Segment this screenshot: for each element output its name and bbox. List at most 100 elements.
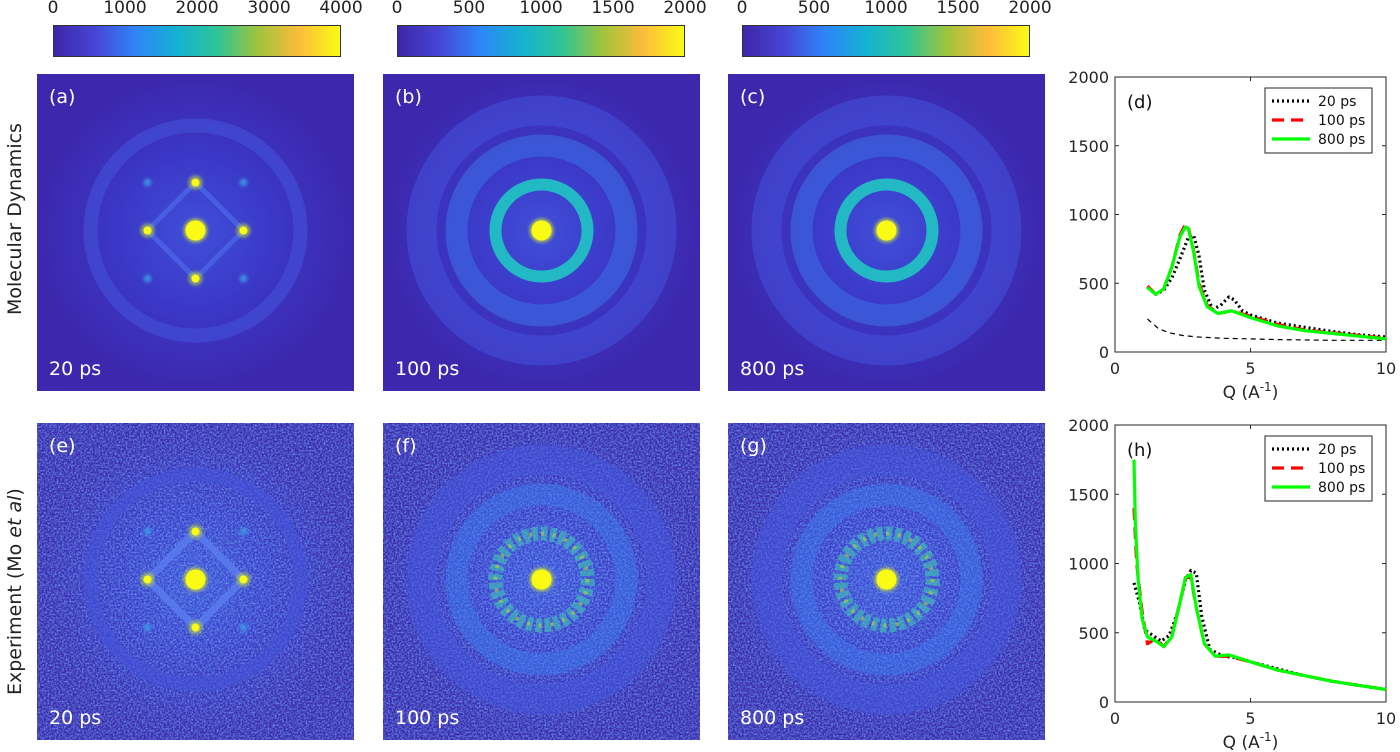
diffraction-image: (a) 20 ps <box>37 74 354 391</box>
y-tick-label: 1500 <box>1068 137 1109 156</box>
panel-label: (b) <box>395 86 422 108</box>
series-line <box>1147 318 1386 341</box>
row-label-experiment: Experiment (Mo et al) <box>4 488 26 695</box>
x-tick-label: 10 <box>1376 359 1396 378</box>
colorbar-tick-label: 0 <box>47 0 59 18</box>
legend-entry: 100 ps <box>1318 113 1365 129</box>
colorbar-tick-label: 1000 <box>519 0 563 18</box>
liquid-ring-highlight <box>838 531 935 628</box>
colorbar-tick-label: 2000 <box>175 0 219 18</box>
row-label-experiment-text: Experiment (Mo <box>4 537 26 695</box>
line-chart: 0 500 1000 1500 2000 0 5 10 Q (A-1) (d) 20 ps 100 p… <box>1068 68 1396 403</box>
central-beam <box>185 569 206 590</box>
colorbar-tick-label: 1500 <box>591 0 635 18</box>
colorbar-tick-label: 2000 <box>1008 0 1052 18</box>
colorbar-tick-label: 3000 <box>247 0 291 18</box>
colorbar <box>742 25 1030 57</box>
panel-label: (c) <box>740 86 766 108</box>
y-tick-label: 2000 <box>1068 416 1109 435</box>
bragg-spot <box>191 527 200 536</box>
x-axis-label-superscript: -1 <box>1260 380 1272 394</box>
row-label-experiment-end: ) <box>4 488 26 496</box>
x-axis-label-end: ) <box>1272 383 1279 403</box>
legend-entry: 100 ps <box>1318 461 1365 477</box>
line-chart: 0 500 1000 1500 2000 0 5 10 Q (A-1) (h) 20 ps 100 p… <box>1068 416 1396 752</box>
diffraction-pattern <box>383 74 700 391</box>
x-tick-label: 5 <box>1245 359 1255 378</box>
time-label: 20 ps <box>49 358 102 380</box>
y-tick-label: 0 <box>1099 343 1109 362</box>
faint-bragg-spot <box>143 623 152 632</box>
diffraction-pattern <box>37 423 354 740</box>
colorbar-tick-label: 1000 <box>864 0 908 18</box>
legend-entry: 800 ps <box>1318 480 1365 496</box>
time-label: 800 ps <box>740 707 805 729</box>
bragg-spot <box>191 623 200 632</box>
legend-entry: 20 ps <box>1318 94 1356 110</box>
y-tick-label: 500 <box>1078 274 1109 293</box>
colorbar <box>397 25 685 57</box>
bragg-spot <box>191 274 200 283</box>
series-line <box>1146 225 1387 341</box>
series-line <box>1132 459 1387 692</box>
series-line <box>1146 233 1387 339</box>
colorbar-tick-label: 0 <box>391 0 403 18</box>
outer-diffuse-ring <box>83 467 308 692</box>
diffuse-halo <box>445 483 638 676</box>
panel-label: (e) <box>49 435 76 457</box>
bragg-spot <box>143 575 152 584</box>
x-tick-label: 5 <box>1245 709 1255 728</box>
row-label-molecular-dynamics: Molecular Dynamics <box>4 123 26 315</box>
x-axis-label: Q (A-1) <box>1223 730 1279 752</box>
central-beam <box>876 220 897 241</box>
diffuse-halo <box>445 134 638 327</box>
diffuse-halo <box>790 483 983 676</box>
bragg-spot <box>239 226 248 235</box>
colorbar-tick-label: 0 <box>736 0 748 18</box>
central-beam <box>185 220 206 241</box>
y-tick-label: 1500 <box>1068 485 1109 504</box>
faint-bragg-spot <box>143 527 152 536</box>
diffraction-pattern <box>728 74 1045 391</box>
chart-panel-label: (d) <box>1127 92 1152 113</box>
diffraction-pattern <box>728 423 1045 740</box>
panel-label: (f) <box>395 435 417 457</box>
panel-label: (g) <box>740 435 767 457</box>
central-beam <box>531 220 552 241</box>
bragg-spot <box>239 575 248 584</box>
diffraction-image: (f) 100 ps <box>383 423 700 740</box>
x-axis-label: Q (A-1) <box>1223 380 1279 403</box>
outer-diffuse-halo <box>406 95 677 366</box>
central-beam <box>531 569 552 590</box>
faint-bragg-spot <box>239 623 248 632</box>
faint-bragg-spot <box>239 178 248 187</box>
central-beam <box>876 569 897 590</box>
diffraction-pattern <box>37 74 354 391</box>
x-axis-label-text: Q (A <box>1223 733 1260 752</box>
diffraction-image: (c) 800 ps <box>728 74 1045 391</box>
chart-panel-label: (h) <box>1127 440 1152 461</box>
diffraction-image: (b) 100 ps <box>383 74 700 391</box>
time-label: 20 ps <box>49 707 102 729</box>
time-label: 100 ps <box>395 707 460 729</box>
row-label-experiment-italic: et al <box>4 495 26 538</box>
colorbar-tick-label: 2000 <box>663 0 707 18</box>
x-axis-label-end: ) <box>1272 733 1279 752</box>
liquid-ring <box>489 178 594 283</box>
outer-diffuse-halo <box>751 444 1022 715</box>
colorbar-tick-label: 1000 <box>103 0 147 18</box>
legend-entry: 20 ps <box>1318 442 1356 458</box>
colorbar-tick-label: 1500 <box>936 0 980 18</box>
colorbar-tick-label: 4000 <box>319 0 363 18</box>
faint-bragg-spot <box>143 274 152 283</box>
outer-diffuse-halo <box>406 444 677 715</box>
faint-bragg-spot <box>239 527 248 536</box>
outer-diffuse-halo <box>751 95 1022 366</box>
y-tick-label: 1000 <box>1068 206 1109 225</box>
y-tick-label: 0 <box>1099 693 1109 712</box>
colorbar-tick-label: 500 <box>797 0 831 18</box>
diffraction-image: (g) 800 ps <box>728 423 1045 740</box>
y-tick-label: 500 <box>1078 624 1109 643</box>
diffuse-halo <box>790 134 983 327</box>
